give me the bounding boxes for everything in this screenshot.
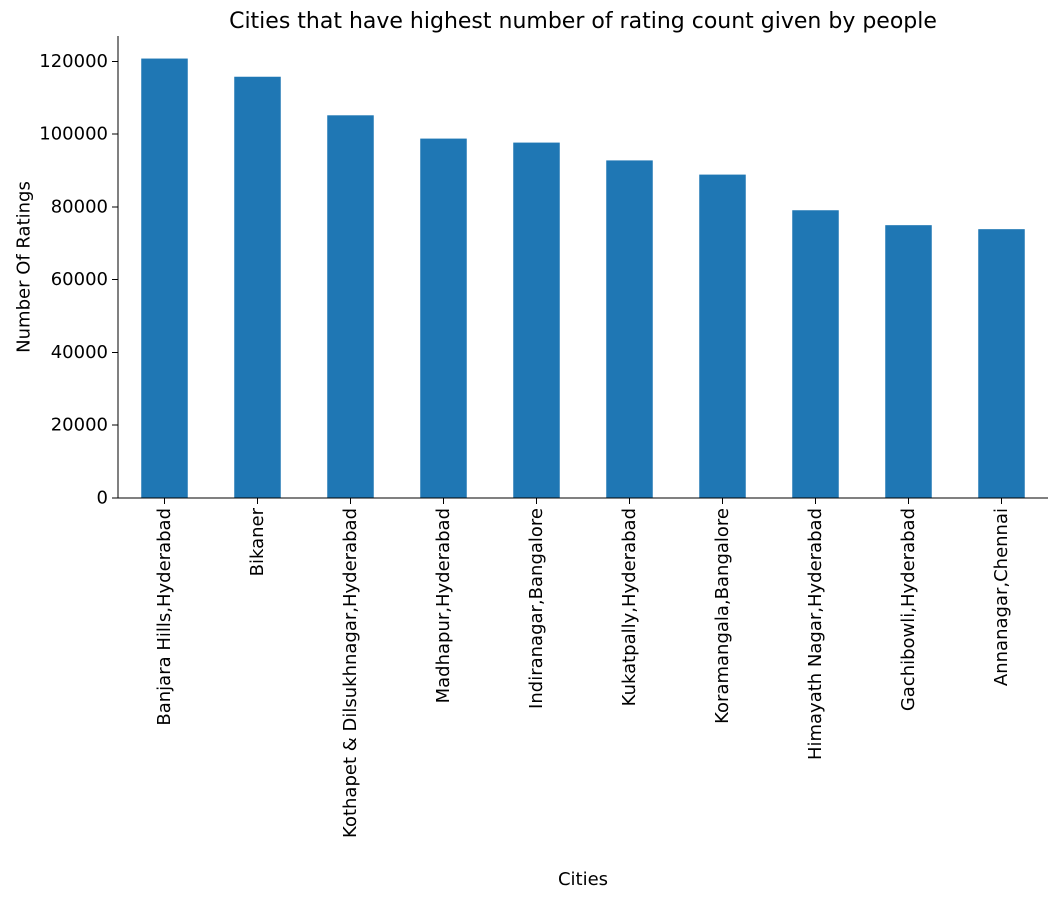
x-axis-label: Cities	[558, 869, 608, 890]
x-axis-ticks: Banjara Hills,Hyderabad Bikaner Kothapet &…	[154, 498, 1012, 838]
bar-6	[699, 174, 746, 498]
bar-8	[885, 225, 932, 499]
x-tick-label-1: Bikaner	[247, 507, 268, 576]
y-tick-label-0: 0	[97, 488, 108, 509]
chart-title: Cities that have highest number of ratin…	[229, 9, 937, 34]
y-tick-label-5: 100000	[39, 124, 108, 145]
bar-0	[141, 58, 188, 499]
bar-2	[327, 115, 374, 499]
y-axis-label: Number Of Ratings	[14, 181, 35, 353]
y-axis-ticks: 0 20000 40000 60000 80000 100000 120000	[39, 51, 118, 509]
x-tick-label-8: Gachibowli,Hyderabad	[898, 508, 919, 711]
x-tick-label-0: Banjara Hills,Hyderabad	[154, 508, 175, 726]
y-tick-label-4: 80000	[51, 196, 108, 217]
y-tick-label-6: 120000	[39, 51, 108, 72]
bar-9	[978, 229, 1025, 499]
y-tick-label-2: 40000	[51, 342, 108, 363]
x-tick-label-5: Kukatpally,Hyderabad	[619, 508, 640, 706]
bar-4	[513, 142, 560, 498]
x-tick-label-3: Madhapur,Hyderabad	[433, 508, 454, 703]
bar-3	[420, 138, 467, 498]
bars-group	[141, 58, 1025, 499]
x-tick-label-6: Koramangala,Bangalore	[712, 508, 733, 724]
y-tick-label-3: 60000	[51, 269, 108, 290]
y-tick-label-1: 20000	[51, 415, 108, 436]
bar-1	[234, 76, 281, 499]
bar-7	[792, 210, 839, 498]
x-tick-label-7: Himayath Nagar,Hyderabad	[805, 508, 826, 760]
x-tick-label-9: Annanagar,Chennai	[991, 508, 1012, 686]
x-tick-label-2: Kothapet & Dilsukhnagar,Hyderabad	[340, 508, 361, 838]
bar-5	[606, 160, 653, 498]
x-tick-label-4: Indiranagar,Bangalore	[526, 508, 547, 709]
